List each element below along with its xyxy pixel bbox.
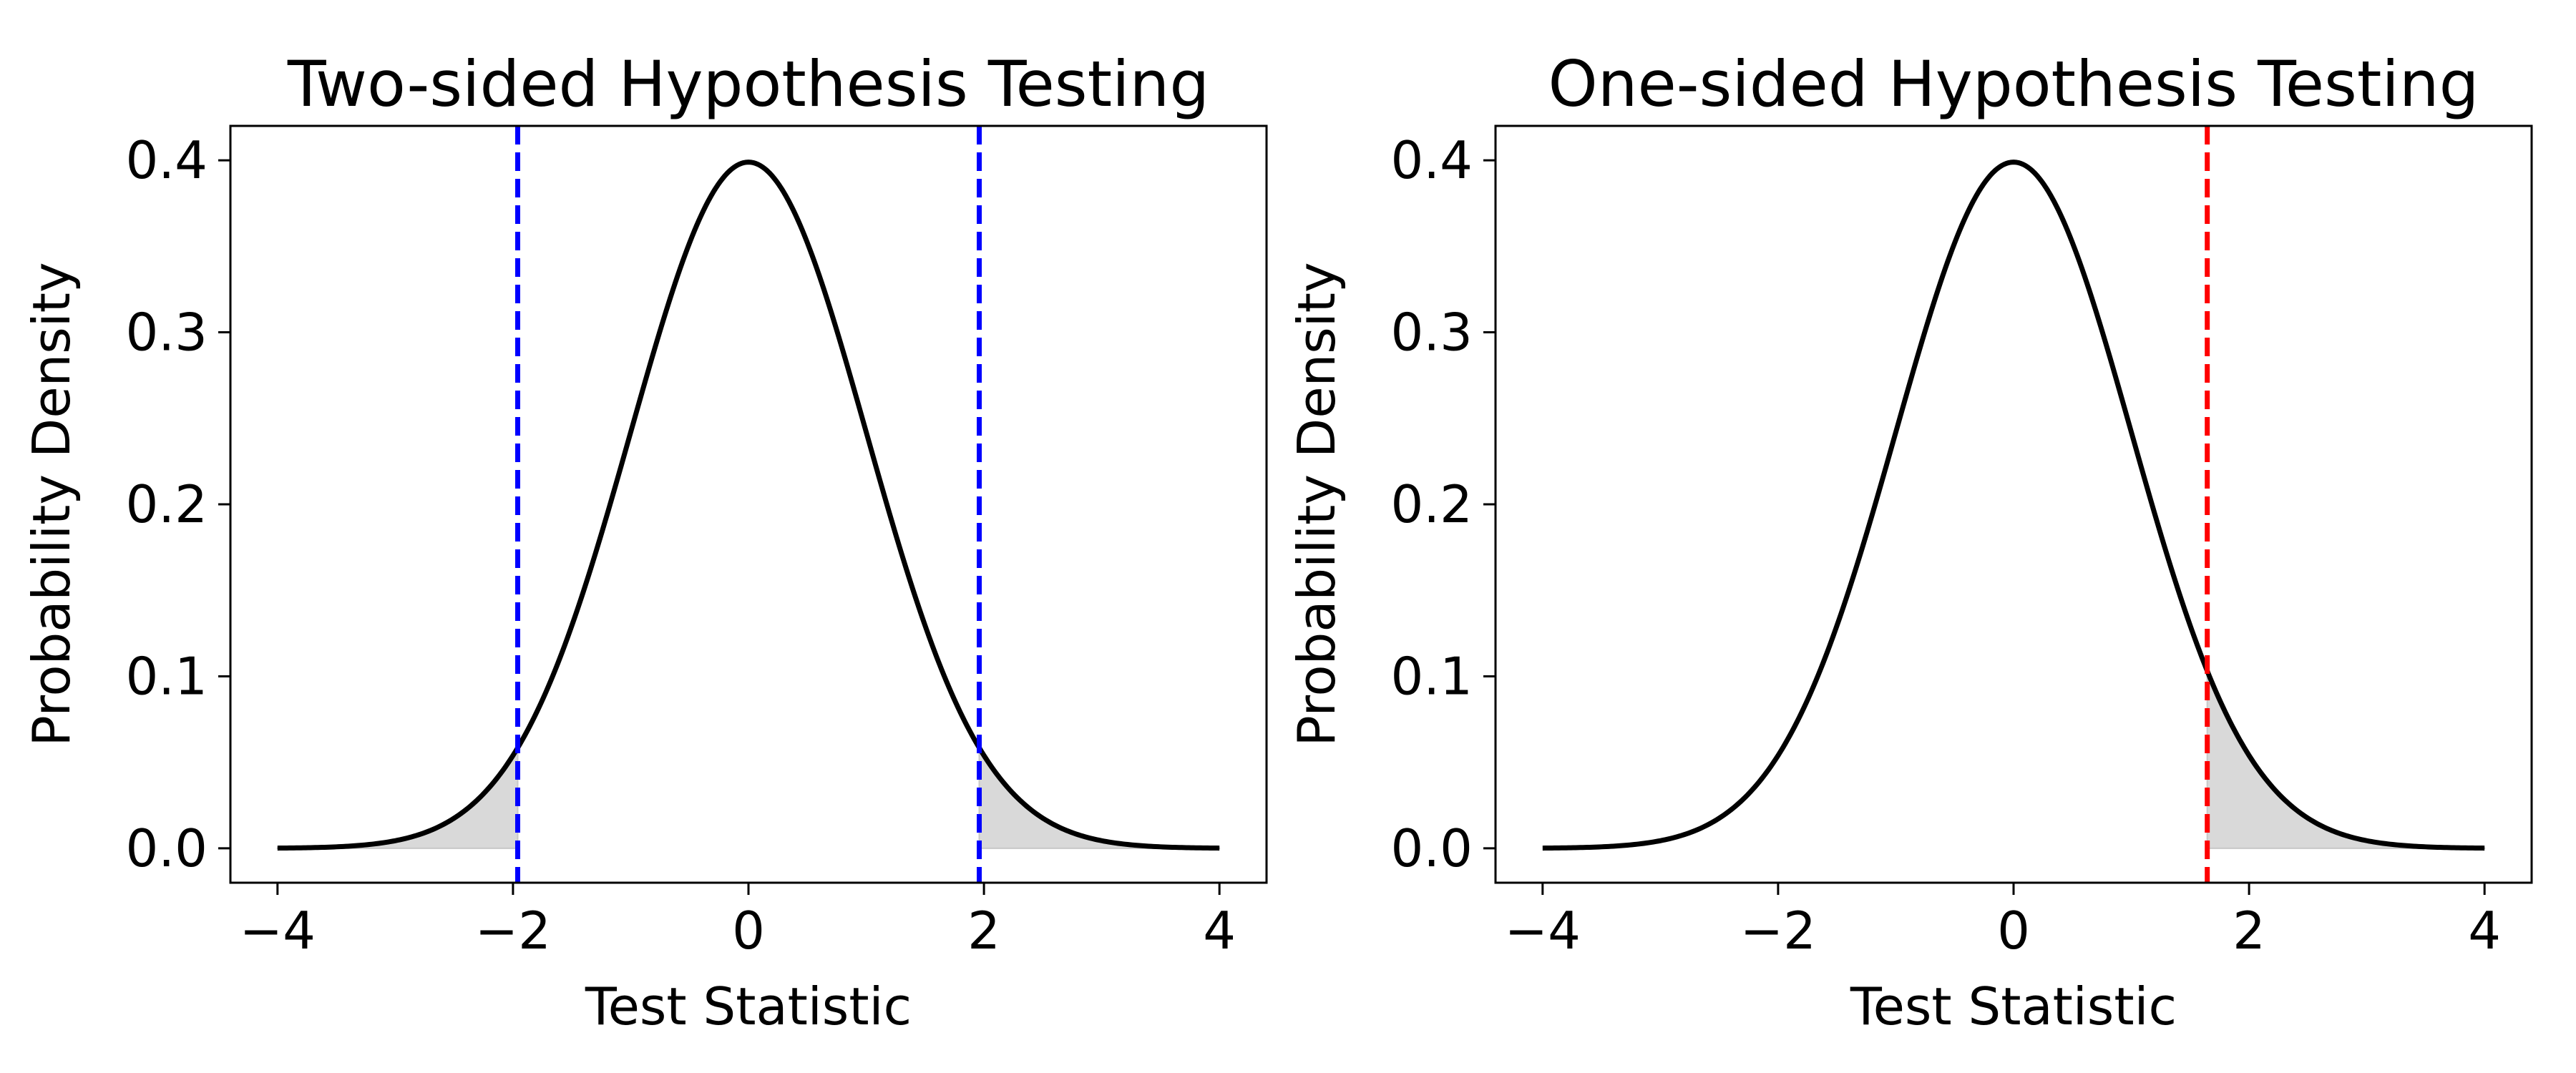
y-axis-label: Probability Density xyxy=(1287,262,1347,746)
y-tick-label: 0.4 xyxy=(1390,130,1473,190)
x-tick-label: 0 xyxy=(1997,901,2030,961)
x-tick-label: −4 xyxy=(240,901,316,961)
y-tick-label: 0.3 xyxy=(125,303,208,363)
y-tick-label: 0.0 xyxy=(1390,818,1473,878)
y-tick-label: 0.4 xyxy=(125,130,208,190)
x-tick-label: −4 xyxy=(1505,901,1581,961)
chart-two-sided: −4 −2 0 2 4 0.0 0.1 0.2 0.3 0.4 Two-sided Hypothes… xyxy=(21,47,1268,1037)
y-axis-label: Probability Density xyxy=(21,262,82,746)
y-tick-label: 0.2 xyxy=(1390,474,1473,534)
density-curve xyxy=(277,160,1220,851)
x-tick-label: 2 xyxy=(2233,901,2265,961)
y-tick-label: 0.2 xyxy=(125,474,208,534)
y-tick-label: 0.3 xyxy=(1390,303,1473,363)
x-tick-label: 4 xyxy=(1203,901,1236,961)
x-tick-label: 4 xyxy=(2468,901,2501,961)
density-curve xyxy=(1542,160,2485,851)
x-tick-label: 0 xyxy=(732,901,765,961)
chart-title: One-sided Hypothesis Testing xyxy=(1548,47,2479,121)
chart-title: Two-sided Hypothesis Testing xyxy=(287,47,1209,121)
x-tick-label: −2 xyxy=(475,901,551,961)
x-axis-label: Test Statistic xyxy=(585,976,912,1037)
y-tick-label: 0.0 xyxy=(125,818,208,878)
x-tick-label: −2 xyxy=(1740,901,1816,961)
x-tick-label: 2 xyxy=(967,901,1000,961)
y-tick-label: 0.1 xyxy=(1390,646,1473,706)
y-tick-label: 0.1 xyxy=(125,646,208,706)
chart-one-sided: −4 −2 0 2 4 0.0 0.1 0.2 0.3 0.4 One-sided Hypothes… xyxy=(1287,47,2533,1037)
x-axis-label: Test Statistic xyxy=(1850,976,2177,1037)
